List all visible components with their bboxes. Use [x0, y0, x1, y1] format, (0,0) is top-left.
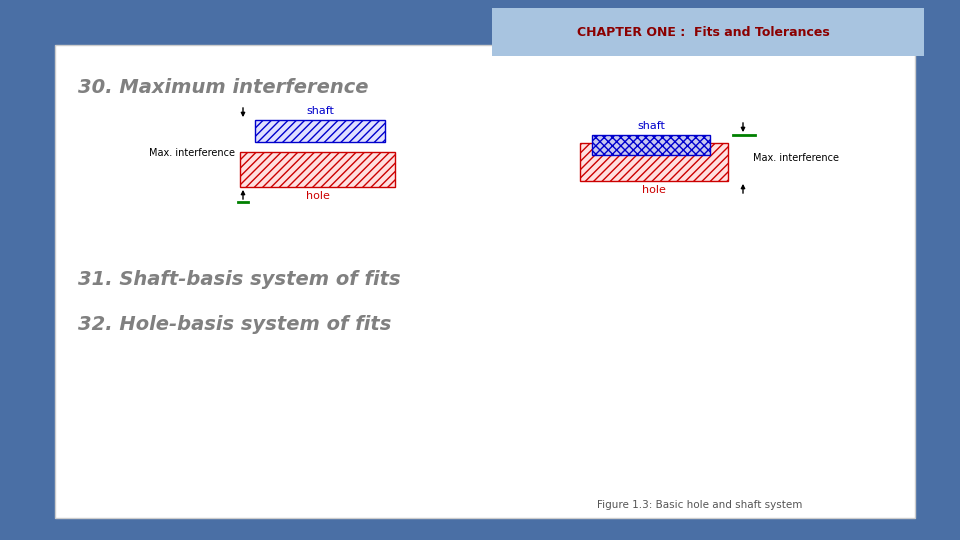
Text: 30. Maximum interference: 30. Maximum interference [78, 78, 369, 97]
Bar [592, 135, 710, 155]
Text: 32. Hole-basis system of fits: 32. Hole-basis system of fits [78, 315, 392, 334]
Text: hole: hole [305, 191, 329, 201]
Text: Figure 1.3: Basic hole and shaft system: Figure 1.3: Basic hole and shaft system [597, 500, 803, 510]
Bar [580, 143, 728, 181]
Text: 31. Shaft-basis system of fits: 31. Shaft-basis system of fits [78, 270, 400, 289]
FancyBboxPatch shape [492, 8, 924, 56]
Text: shaft: shaft [637, 121, 665, 131]
Text: Max. interference: Max. interference [753, 153, 839, 163]
Bar [240, 152, 395, 187]
FancyBboxPatch shape [55, 45, 915, 518]
Bar [255, 120, 385, 142]
Text: shaft: shaft [306, 106, 334, 116]
Text: CHAPTER ONE :  Fits and Tolerances: CHAPTER ONE : Fits and Tolerances [577, 25, 829, 38]
Text: hole: hole [642, 185, 666, 195]
Text: Max. interference: Max. interference [149, 148, 235, 159]
